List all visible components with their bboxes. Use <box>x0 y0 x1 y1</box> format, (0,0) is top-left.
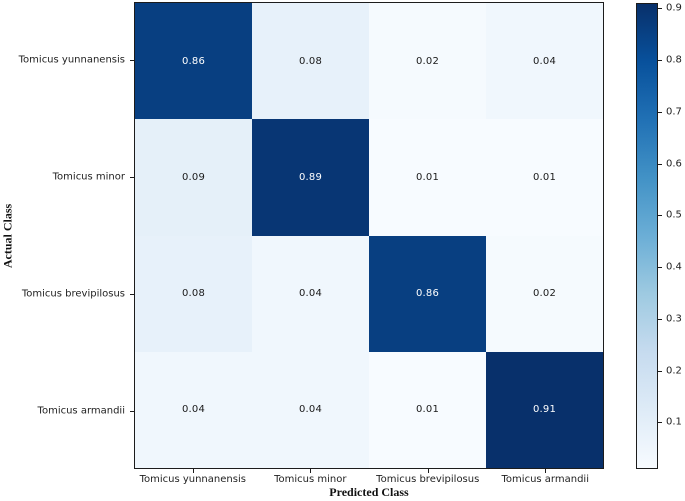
colorbar-tick-label: 0.3 <box>666 313 682 325</box>
x-tick-mark <box>427 469 429 473</box>
x-tick-label: Tomicus armandii <box>501 474 589 485</box>
colorbar-tick-label: 0.7 <box>666 106 682 118</box>
colorbar-tick-label: 0.5 <box>666 209 682 221</box>
heatmap-cell-r2c2: 0.86 <box>369 235 486 352</box>
colorbar-tick-mark <box>658 267 662 269</box>
colorbar-tick-label: 0.9 <box>666 2 682 14</box>
colorbar-tick-mark <box>658 370 662 372</box>
x-axis-tick-labels: Tomicus yunnanensis Tomicus minor Tomicus … <box>134 469 604 487</box>
heatmap-grid: 0.86 0.08 0.02 0.04 0.09 0.89 0.01 0.01 0.08 0.04… <box>135 3 603 468</box>
colorbar-tick-mark <box>658 422 662 424</box>
y-tick-mark <box>130 60 134 62</box>
heatmap-cell-r0c0: 0.86 <box>135 3 252 120</box>
colorbar-tick-mark <box>658 318 662 320</box>
colorbar-tick-label: 0.8 <box>666 54 682 66</box>
x-axis-label: Predicted Class <box>329 485 409 499</box>
colorbar-tick-label: 0.6 <box>666 158 682 169</box>
heatmap-cell-r0c3: 0.04 <box>486 3 603 120</box>
heatmap-cell-r3c2: 0.01 <box>369 351 486 468</box>
heatmap-cell-r0c2: 0.02 <box>369 3 486 120</box>
x-tick-label: Tomicus brevipilosus <box>376 474 480 485</box>
y-tick-label: Tomicus minor <box>52 171 125 183</box>
y-tick-mark <box>130 410 134 412</box>
heatmap-cell-r2c1: 0.04 <box>252 235 369 352</box>
x-tick-label: Tomicus minor <box>274 474 347 485</box>
heatmap-cell-r1c2: 0.01 <box>369 119 486 236</box>
colorbar-tick-mark <box>658 111 662 113</box>
colorbar <box>636 3 658 469</box>
heatmap-cell-r2c0: 0.08 <box>135 235 252 352</box>
x-tick-mark <box>310 469 312 473</box>
heatmap-plot: 0.86 0.08 0.02 0.04 0.09 0.89 0.01 0.01 0.08 0.04… <box>134 2 604 469</box>
x-tick-mark <box>192 469 194 473</box>
colorbar-tick-label: 0.4 <box>666 261 682 273</box>
colorbar-tick-mark <box>658 215 662 217</box>
colorbar-tick-labels: 0.1 0.2 0.3 0.4 0.5 0.6 0.7 0.8 0.9 <box>658 3 685 469</box>
heatmap-cell-r1c1: 0.89 <box>252 119 369 236</box>
heatmap-cell-r2c3: 0.02 <box>486 235 603 352</box>
y-tick-label: Tomicus armandii <box>37 405 125 417</box>
heatmap-cell-r0c1: 0.08 <box>252 3 369 120</box>
heatmap-cell-r3c1: 0.04 <box>252 351 369 468</box>
heatmap-cell-r1c3: 0.01 <box>486 119 603 236</box>
y-axis-tick-labels: Tomicus yunnanensis Tomicus minor Tomicus … <box>0 2 134 469</box>
x-tick-label: Tomicus yunnanensis <box>139 474 246 485</box>
heatmap-cell-r3c3: 0.91 <box>486 351 603 468</box>
x-tick-mark <box>545 469 547 473</box>
y-tick-mark <box>130 177 134 179</box>
colorbar-tick-label: 0.2 <box>666 365 682 377</box>
colorbar-tick-label: 0.1 <box>666 416 682 428</box>
colorbar-tick-mark <box>658 8 662 10</box>
heatmap-cell-r1c0: 0.09 <box>135 119 252 236</box>
y-tick-label: Tomicus yunnanensis <box>18 54 125 66</box>
colorbar-tick-mark <box>658 163 662 165</box>
colorbar-tick-mark <box>658 59 662 61</box>
y-tick-label: Tomicus brevipilosus <box>21 288 125 300</box>
heatmap-cell-r3c0: 0.04 <box>135 351 252 468</box>
colorbar-gradient <box>637 4 657 468</box>
y-tick-mark <box>130 293 134 295</box>
